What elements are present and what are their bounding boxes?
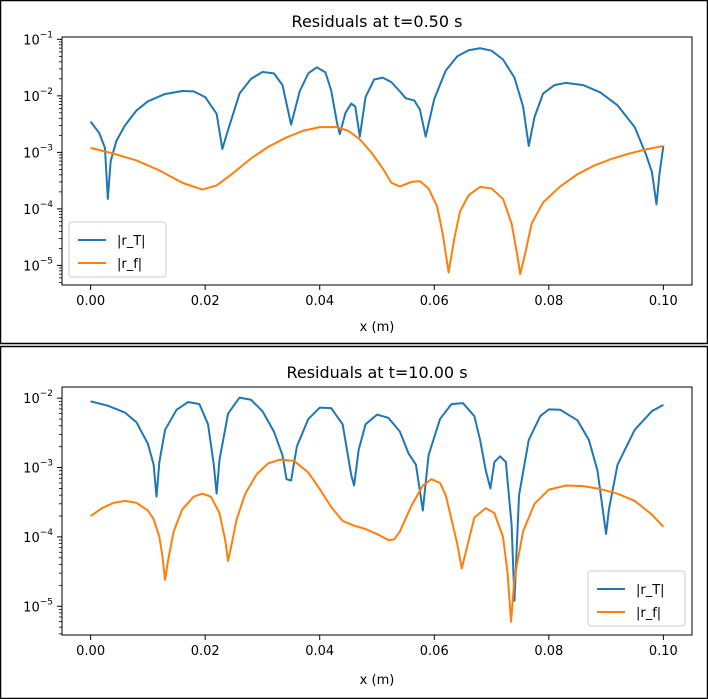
y-tick-label: 10−3 [23, 459, 53, 477]
y-tick-label: 10−2 [23, 389, 53, 407]
x-tick-label: 0.02 [191, 644, 220, 659]
x-tick-label: 0.06 [420, 294, 449, 309]
x-tick-label: 0.10 [649, 294, 678, 309]
x-tick-label: 0.10 [649, 644, 678, 659]
x-tick-label: 0.06 [420, 644, 449, 659]
y-tick-label: 10−4 [23, 528, 53, 546]
y-tick-label: 10−4 [23, 200, 53, 218]
legend-label-r-f: |r_f| [636, 606, 661, 621]
series-line-r-f [90, 126, 664, 276]
x-tick-label: 0.08 [534, 644, 563, 659]
y-tick-label: 10−1 [23, 30, 53, 48]
chart-top: Residuals at t=0.50 s 0.00 0.02 0.04 0.06 0.… [23, 12, 693, 335]
x-tick-label: 0.04 [305, 644, 334, 659]
legend: |r_T| |r_f| [68, 221, 167, 278]
chart-title: Residuals at t=10.00 s [286, 363, 467, 382]
x-tick-label: 0.00 [76, 644, 105, 659]
y-tick-label: 10−3 [23, 143, 53, 161]
series-line-r-f [90, 458, 665, 623]
x-tick-label: 0.08 [534, 294, 563, 309]
legend-label-r-t: |r_T| [636, 583, 665, 598]
legend: |r_T| |r_f| [587, 570, 686, 627]
y-tick-label: 10−5 [23, 597, 53, 615]
chart-title: Residuals at t=0.50 s [292, 12, 463, 31]
legend-label-r-f: |r_f| [117, 257, 142, 272]
legend-label-r-t: |r_T| [117, 234, 146, 249]
plot-frame [61, 36, 693, 286]
y-tick-label: 10−2 [23, 87, 53, 105]
x-tick-label: 0.00 [76, 294, 105, 309]
y-tick-label: 10−5 [23, 256, 53, 274]
chart-bottom: Residuals at t=10.00 s 0.00 0.02 0.04 0.06 0… [23, 363, 693, 688]
axis-layer: 0.00 0.02 0.04 0.06 0.08 0.10 10−5 10−4 10−3 10−2… [23, 30, 678, 309]
x-tick-label: 0.04 [305, 294, 334, 309]
plot-frame [61, 386, 693, 636]
series-line-r-t [90, 396, 664, 602]
x-axis-label: x (m) [360, 320, 395, 335]
series-layer [90, 396, 665, 623]
series-layer [89, 47, 665, 276]
x-axis-label: x (m) [360, 673, 395, 688]
panel-frame-top [0, 0, 708, 345]
panel-frame-bottom [0, 345, 708, 699]
series-line-r-t [89, 47, 665, 206]
x-tick-label: 0.02 [191, 294, 220, 309]
